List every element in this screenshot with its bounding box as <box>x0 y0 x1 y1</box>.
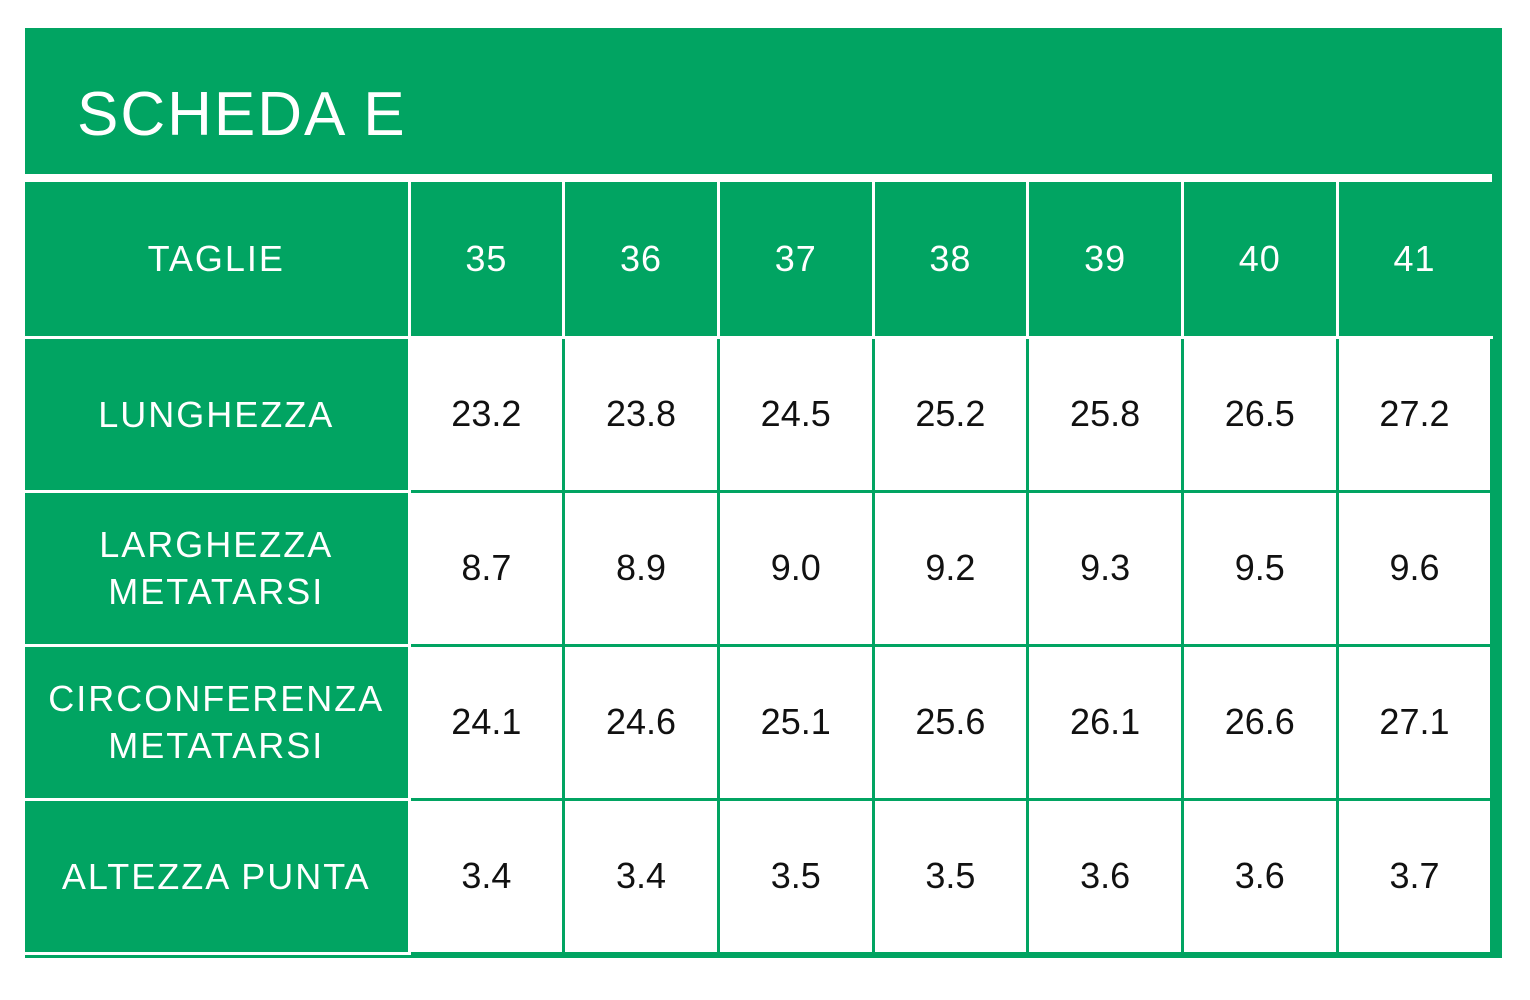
row-label-text: LUNGHEZZA <box>98 393 335 435</box>
page-title: SCHEDA E <box>77 80 407 149</box>
value-cell: 26.5 <box>1180 335 1339 493</box>
table-header-row: TAGLIE 35 36 37 38 39 40 41 <box>25 182 1494 339</box>
row-label-text: LARGHEZZA <box>99 524 334 565</box>
title-bar: SCHEDA E <box>25 28 1502 174</box>
value-cell: 25.6 <box>871 643 1030 801</box>
value-cell: 9.2 <box>871 489 1030 647</box>
value-cell: 3.6 <box>1026 797 1184 955</box>
title-divider <box>25 174 1492 182</box>
value-cell: 3.7 <box>1335 797 1494 955</box>
row-label-text: ALTEZZA PUNTA <box>61 855 371 897</box>
value-cell: 27.2 <box>1335 335 1494 493</box>
row-label-cell: LARGHEZZA METATARSI <box>25 489 411 647</box>
row-label-cell: LUNGHEZZA <box>25 335 411 493</box>
table-row: CIRCONFERENZA METATARSI 24.1 24.6 25.1 25.6 26… <box>25 643 1494 801</box>
value-cell: 23.8 <box>562 335 720 493</box>
row-label-cell: CIRCONFERENZA METATARSI <box>25 643 411 801</box>
value-cell: 8.7 <box>407 489 566 647</box>
row-label-text: METATARSI <box>108 571 325 612</box>
value-cell: 23.2 <box>407 335 566 493</box>
value-cell: 9.5 <box>1180 489 1339 647</box>
value-cell: 3.4 <box>407 797 566 955</box>
size-header-cell: 37 <box>716 182 875 339</box>
value-cell: 3.5 <box>871 797 1030 955</box>
value-cell: 9.3 <box>1026 489 1184 647</box>
value-cell: 9.0 <box>716 489 875 647</box>
value-cell: 3.4 <box>562 797 720 955</box>
size-header-cell: 38 <box>871 182 1030 339</box>
table-row: LARGHEZZA METATARSI 8.7 8.9 9.0 9.2 9.3 9.5 9.6 <box>25 489 1494 647</box>
value-cell: 9.6 <box>1335 489 1494 647</box>
row-label-cell: ALTEZZA PUNTA <box>25 797 411 955</box>
value-cell: 24.6 <box>562 643 720 801</box>
size-header-cell: 35 <box>407 182 566 339</box>
value-cell: 26.6 <box>1180 643 1339 801</box>
header-label-cell: TAGLIE <box>25 182 411 339</box>
value-cell: 3.5 <box>716 797 875 955</box>
value-cell: 25.8 <box>1026 335 1184 493</box>
value-cell: 25.2 <box>871 335 1030 493</box>
row-label-text: CIRCONFERENZA <box>48 678 385 719</box>
value-cell: 26.1 <box>1026 643 1184 801</box>
table-row: ALTEZZA PUNTA 3.4 3.4 3.5 3.5 3.6 3.6 3.7 <box>25 797 1494 955</box>
size-header-cell: 41 <box>1335 182 1494 339</box>
size-header-cell: 36 <box>562 182 720 339</box>
size-header-cell: 40 <box>1180 182 1339 339</box>
value-cell: 24.1 <box>407 643 566 801</box>
size-header-cell: 39 <box>1026 182 1184 339</box>
value-cell: 25.1 <box>716 643 875 801</box>
value-cell: 27.1 <box>1335 643 1494 801</box>
size-chart-sheet: SCHEDA E TAGLIE 35 36 37 38 39 40 41 LUN… <box>25 28 1502 958</box>
value-cell: 3.6 <box>1180 797 1339 955</box>
value-cell: 8.9 <box>562 489 720 647</box>
table-row: LUNGHEZZA 23.2 23.8 24.5 25.2 25.8 26.5 27.2 <box>25 335 1494 493</box>
size-table: TAGLIE 35 36 37 38 39 40 41 LUNGHEZZA 23.… <box>25 182 1494 955</box>
value-cell: 24.5 <box>716 335 875 493</box>
row-label-text: METATARSI <box>108 725 325 766</box>
